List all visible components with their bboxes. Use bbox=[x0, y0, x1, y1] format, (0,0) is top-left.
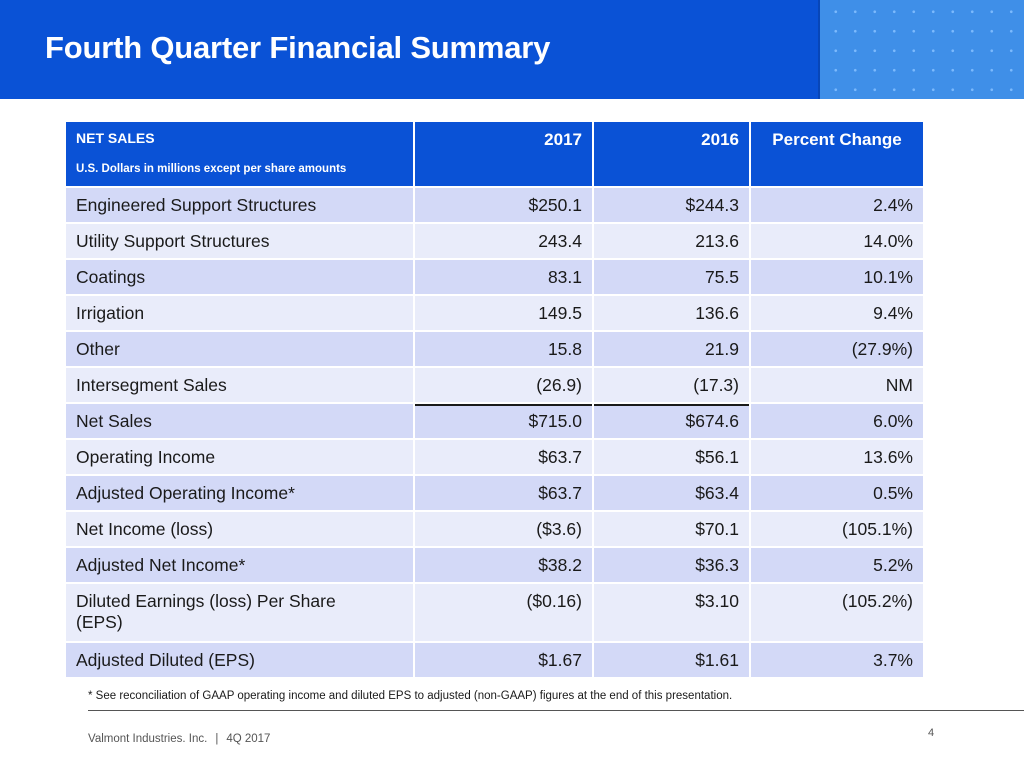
page-number: 4 bbox=[928, 727, 935, 739]
table-row: Net Income (loss) ($3.6) $70.1 (105.1%) bbox=[66, 512, 923, 546]
row-value-2016: $1.61 bbox=[594, 643, 749, 677]
row-percent-change: (27.9%) bbox=[751, 332, 923, 366]
header-percent-change: Percent Change bbox=[751, 122, 923, 186]
row-percent-change: 2.4% bbox=[751, 188, 923, 222]
row-percent-change: (105.1%) bbox=[751, 512, 923, 546]
page-title: Fourth Quarter Financial Summary bbox=[45, 30, 551, 65]
row-value-2016: 213.6 bbox=[594, 224, 749, 258]
row-value-2016: $63.4 bbox=[594, 476, 749, 510]
row-value-2016: $36.3 bbox=[594, 548, 749, 582]
financial-summary-table: NET SALES U.S. Dollars in millions excep… bbox=[64, 120, 925, 679]
header-2016: 2016 bbox=[594, 122, 749, 186]
row-value-2016: $674.6 bbox=[594, 404, 749, 438]
row-label-line1: Diluted Earnings (loss) Per Share bbox=[76, 591, 336, 611]
row-value-2017: 83.1 bbox=[415, 260, 592, 294]
row-label: Net Sales bbox=[66, 404, 413, 438]
row-percent-change: 14.0% bbox=[751, 224, 923, 258]
row-value-2017: (26.9) bbox=[415, 368, 592, 402]
header-units-note: U.S. Dollars in millions except per shar… bbox=[76, 163, 347, 175]
table-header-row: NET SALES U.S. Dollars in millions excep… bbox=[66, 122, 923, 186]
row-value-2017: $38.2 bbox=[415, 548, 592, 582]
table-row: Engineered Support Structures $250.1 $24… bbox=[66, 188, 923, 222]
row-value-2017: 149.5 bbox=[415, 296, 592, 330]
row-percent-change: 6.0% bbox=[751, 404, 923, 438]
row-label: Adjusted Net Income* bbox=[66, 548, 413, 582]
row-percent-change: (105.2%) bbox=[751, 584, 923, 641]
row-label-line2: (EPS) bbox=[76, 612, 123, 632]
row-percent-change: 3.7% bbox=[751, 643, 923, 677]
row-value-2017: 243.4 bbox=[415, 224, 592, 258]
row-label: Intersegment Sales bbox=[66, 368, 413, 402]
row-value-2016: $244.3 bbox=[594, 188, 749, 222]
table-row: Diluted Earnings (loss) Per Share (EPS) … bbox=[66, 584, 923, 641]
row-label: Adjusted Diluted (EPS) bbox=[66, 643, 413, 677]
table-row: Irrigation 149.5 136.6 9.4% bbox=[66, 296, 923, 330]
row-percent-change: 13.6% bbox=[751, 440, 923, 474]
row-value-2016: 21.9 bbox=[594, 332, 749, 366]
row-value-2016: 136.6 bbox=[594, 296, 749, 330]
table-row: Coatings 83.1 75.5 10.1% bbox=[66, 260, 923, 294]
row-value-2017: $250.1 bbox=[415, 188, 592, 222]
table-row: Adjusted Net Income* $38.2 $36.3 5.2% bbox=[66, 548, 923, 582]
footer-divider bbox=[88, 710, 1024, 711]
row-percent-change: NM bbox=[751, 368, 923, 402]
row-value-2016: 75.5 bbox=[594, 260, 749, 294]
table-row-total: Net Sales $715.0 $674.6 6.0% bbox=[66, 404, 923, 438]
row-value-2017: 15.8 bbox=[415, 332, 592, 366]
table-row: Operating Income $63.7 $56.1 13.6% bbox=[66, 440, 923, 474]
row-percent-change: 0.5% bbox=[751, 476, 923, 510]
row-value-2017: $63.7 bbox=[415, 440, 592, 474]
header-divider bbox=[818, 0, 820, 99]
footer-separator: | bbox=[215, 733, 219, 745]
header-net-sales-label: NET SALES bbox=[76, 130, 155, 146]
row-value-2016: $56.1 bbox=[594, 440, 749, 474]
row-label: Utility Support Structures bbox=[66, 224, 413, 258]
table-row: Intersegment Sales (26.9) (17.3) NM bbox=[66, 368, 923, 402]
row-label: Diluted Earnings (loss) Per Share (EPS) bbox=[66, 584, 413, 641]
row-label: Irrigation bbox=[66, 296, 413, 330]
row-label: Other bbox=[66, 332, 413, 366]
row-label: Net Income (loss) bbox=[66, 512, 413, 546]
table-row: Utility Support Structures 243.4 213.6 1… bbox=[66, 224, 923, 258]
dot-pattern-decoration bbox=[820, 0, 1024, 99]
row-value-2017: ($0.16) bbox=[415, 584, 592, 641]
row-label: Engineered Support Structures bbox=[66, 188, 413, 222]
header-2017: 2017 bbox=[415, 122, 592, 186]
row-label: Operating Income bbox=[66, 440, 413, 474]
row-value-2016: $3.10 bbox=[594, 584, 749, 641]
row-value-2016: $70.1 bbox=[594, 512, 749, 546]
footnote: * See reconciliation of GAAP operating i… bbox=[88, 690, 733, 702]
title-bar: Fourth Quarter Financial Summary bbox=[0, 0, 1024, 99]
row-value-2017: ($3.6) bbox=[415, 512, 592, 546]
row-value-2016: (17.3) bbox=[594, 368, 749, 402]
row-label: Coatings bbox=[66, 260, 413, 294]
table-row: Adjusted Diluted (EPS) $1.67 $1.61 3.7% bbox=[66, 643, 923, 677]
row-percent-change: 9.4% bbox=[751, 296, 923, 330]
row-label: Adjusted Operating Income* bbox=[66, 476, 413, 510]
row-value-2017: $63.7 bbox=[415, 476, 592, 510]
row-value-2017: $1.67 bbox=[415, 643, 592, 677]
row-value-2017: $715.0 bbox=[415, 404, 592, 438]
table-row: Adjusted Operating Income* $63.7 $63.4 0… bbox=[66, 476, 923, 510]
row-percent-change: 5.2% bbox=[751, 548, 923, 582]
header-net-sales-cell: NET SALES U.S. Dollars in millions excep… bbox=[66, 122, 413, 186]
footer-company: Valmont Industries. Inc. bbox=[88, 733, 208, 745]
footer-period: 4Q 2017 bbox=[226, 733, 271, 745]
table-row: Other 15.8 21.9 (27.9%) bbox=[66, 332, 923, 366]
footer: Valmont Industries. Inc. | 4Q 2017 bbox=[88, 733, 270, 745]
row-percent-change: 10.1% bbox=[751, 260, 923, 294]
